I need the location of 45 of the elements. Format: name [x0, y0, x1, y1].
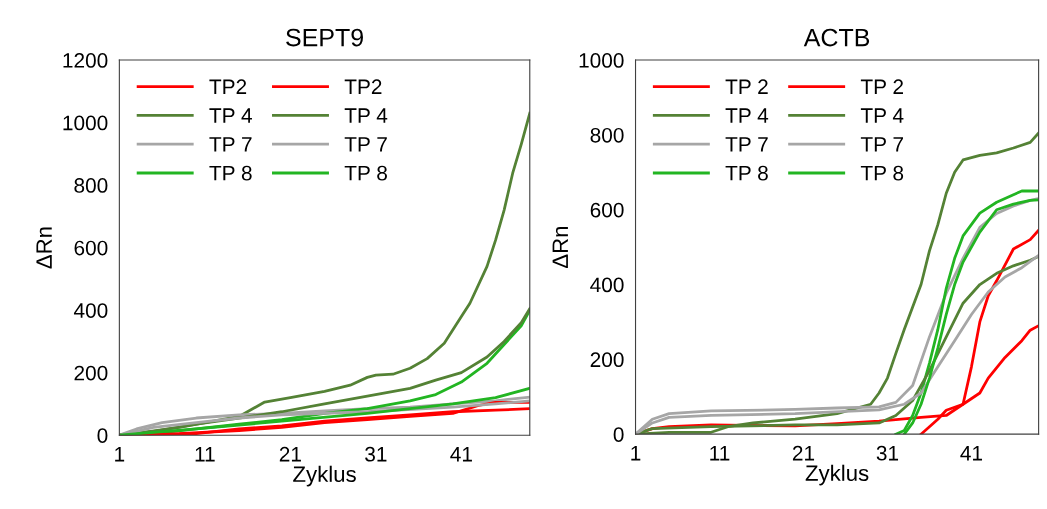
x-tick-label: 31: [876, 445, 899, 461]
legend-label: TP2: [209, 79, 247, 94]
y-axis-title: ΔRn: [36, 227, 52, 269]
y-tick-label: 600: [74, 240, 108, 256]
y-tick-label: 800: [74, 178, 108, 193]
y-tick-label: 400: [73, 303, 108, 318]
legend-label: TP 2: [860, 79, 903, 94]
legend-label: TP 8: [725, 165, 768, 181]
legend-label: TP 7: [725, 137, 768, 152]
chart-title: ACTB: [803, 28, 870, 47]
legend-label: TP 8: [209, 165, 252, 181]
legend-label: TP2: [344, 79, 382, 94]
x-tick-label: 11: [195, 447, 215, 462]
y-tick-label: 400: [590, 277, 624, 293]
x-tick-label: 41: [450, 447, 472, 462]
legend-label: TP 4: [344, 108, 388, 123]
y-tick-label: 200: [74, 365, 108, 381]
y-tick-label: 200: [590, 352, 624, 368]
x-tick-label: 21: [279, 446, 301, 462]
y-tick-label: 600: [590, 202, 624, 218]
x-tick-label: 1: [631, 446, 641, 461]
legend-label: TP 8: [860, 165, 904, 181]
x-tick-label: 31: [365, 446, 387, 462]
legend-label: TP 7: [344, 137, 387, 152]
y-tick-label: 800: [590, 127, 624, 143]
y-tick-label: 1200: [63, 53, 108, 68]
y-axis-title: ΔRn: [552, 226, 568, 269]
x-tick-label: 11: [710, 446, 730, 461]
x-tick-label: 1: [115, 447, 125, 462]
legend-label: TP 4: [860, 108, 904, 123]
legend-label: TP 8: [344, 165, 387, 181]
y-tick-label: 0: [97, 428, 108, 443]
legend-label: TP 2: [725, 79, 768, 94]
legend-label: TP 4: [209, 108, 252, 123]
legend-label: TP 4: [725, 108, 769, 123]
legend-label: TP 7: [860, 137, 903, 152]
y-tick-label: 1000: [63, 115, 108, 131]
chart-title: SEPT9: [286, 28, 363, 47]
x-axis-title: Zyklus: [805, 464, 869, 486]
y-tick-label: 0: [613, 427, 624, 442]
y-tick-label: 1000: [579, 53, 624, 68]
x-tick-label: 41: [960, 446, 983, 461]
x-axis-title: Zyklus: [293, 465, 356, 487]
legend-label: TP 7: [209, 137, 252, 152]
x-tick-label: 21: [792, 445, 815, 461]
